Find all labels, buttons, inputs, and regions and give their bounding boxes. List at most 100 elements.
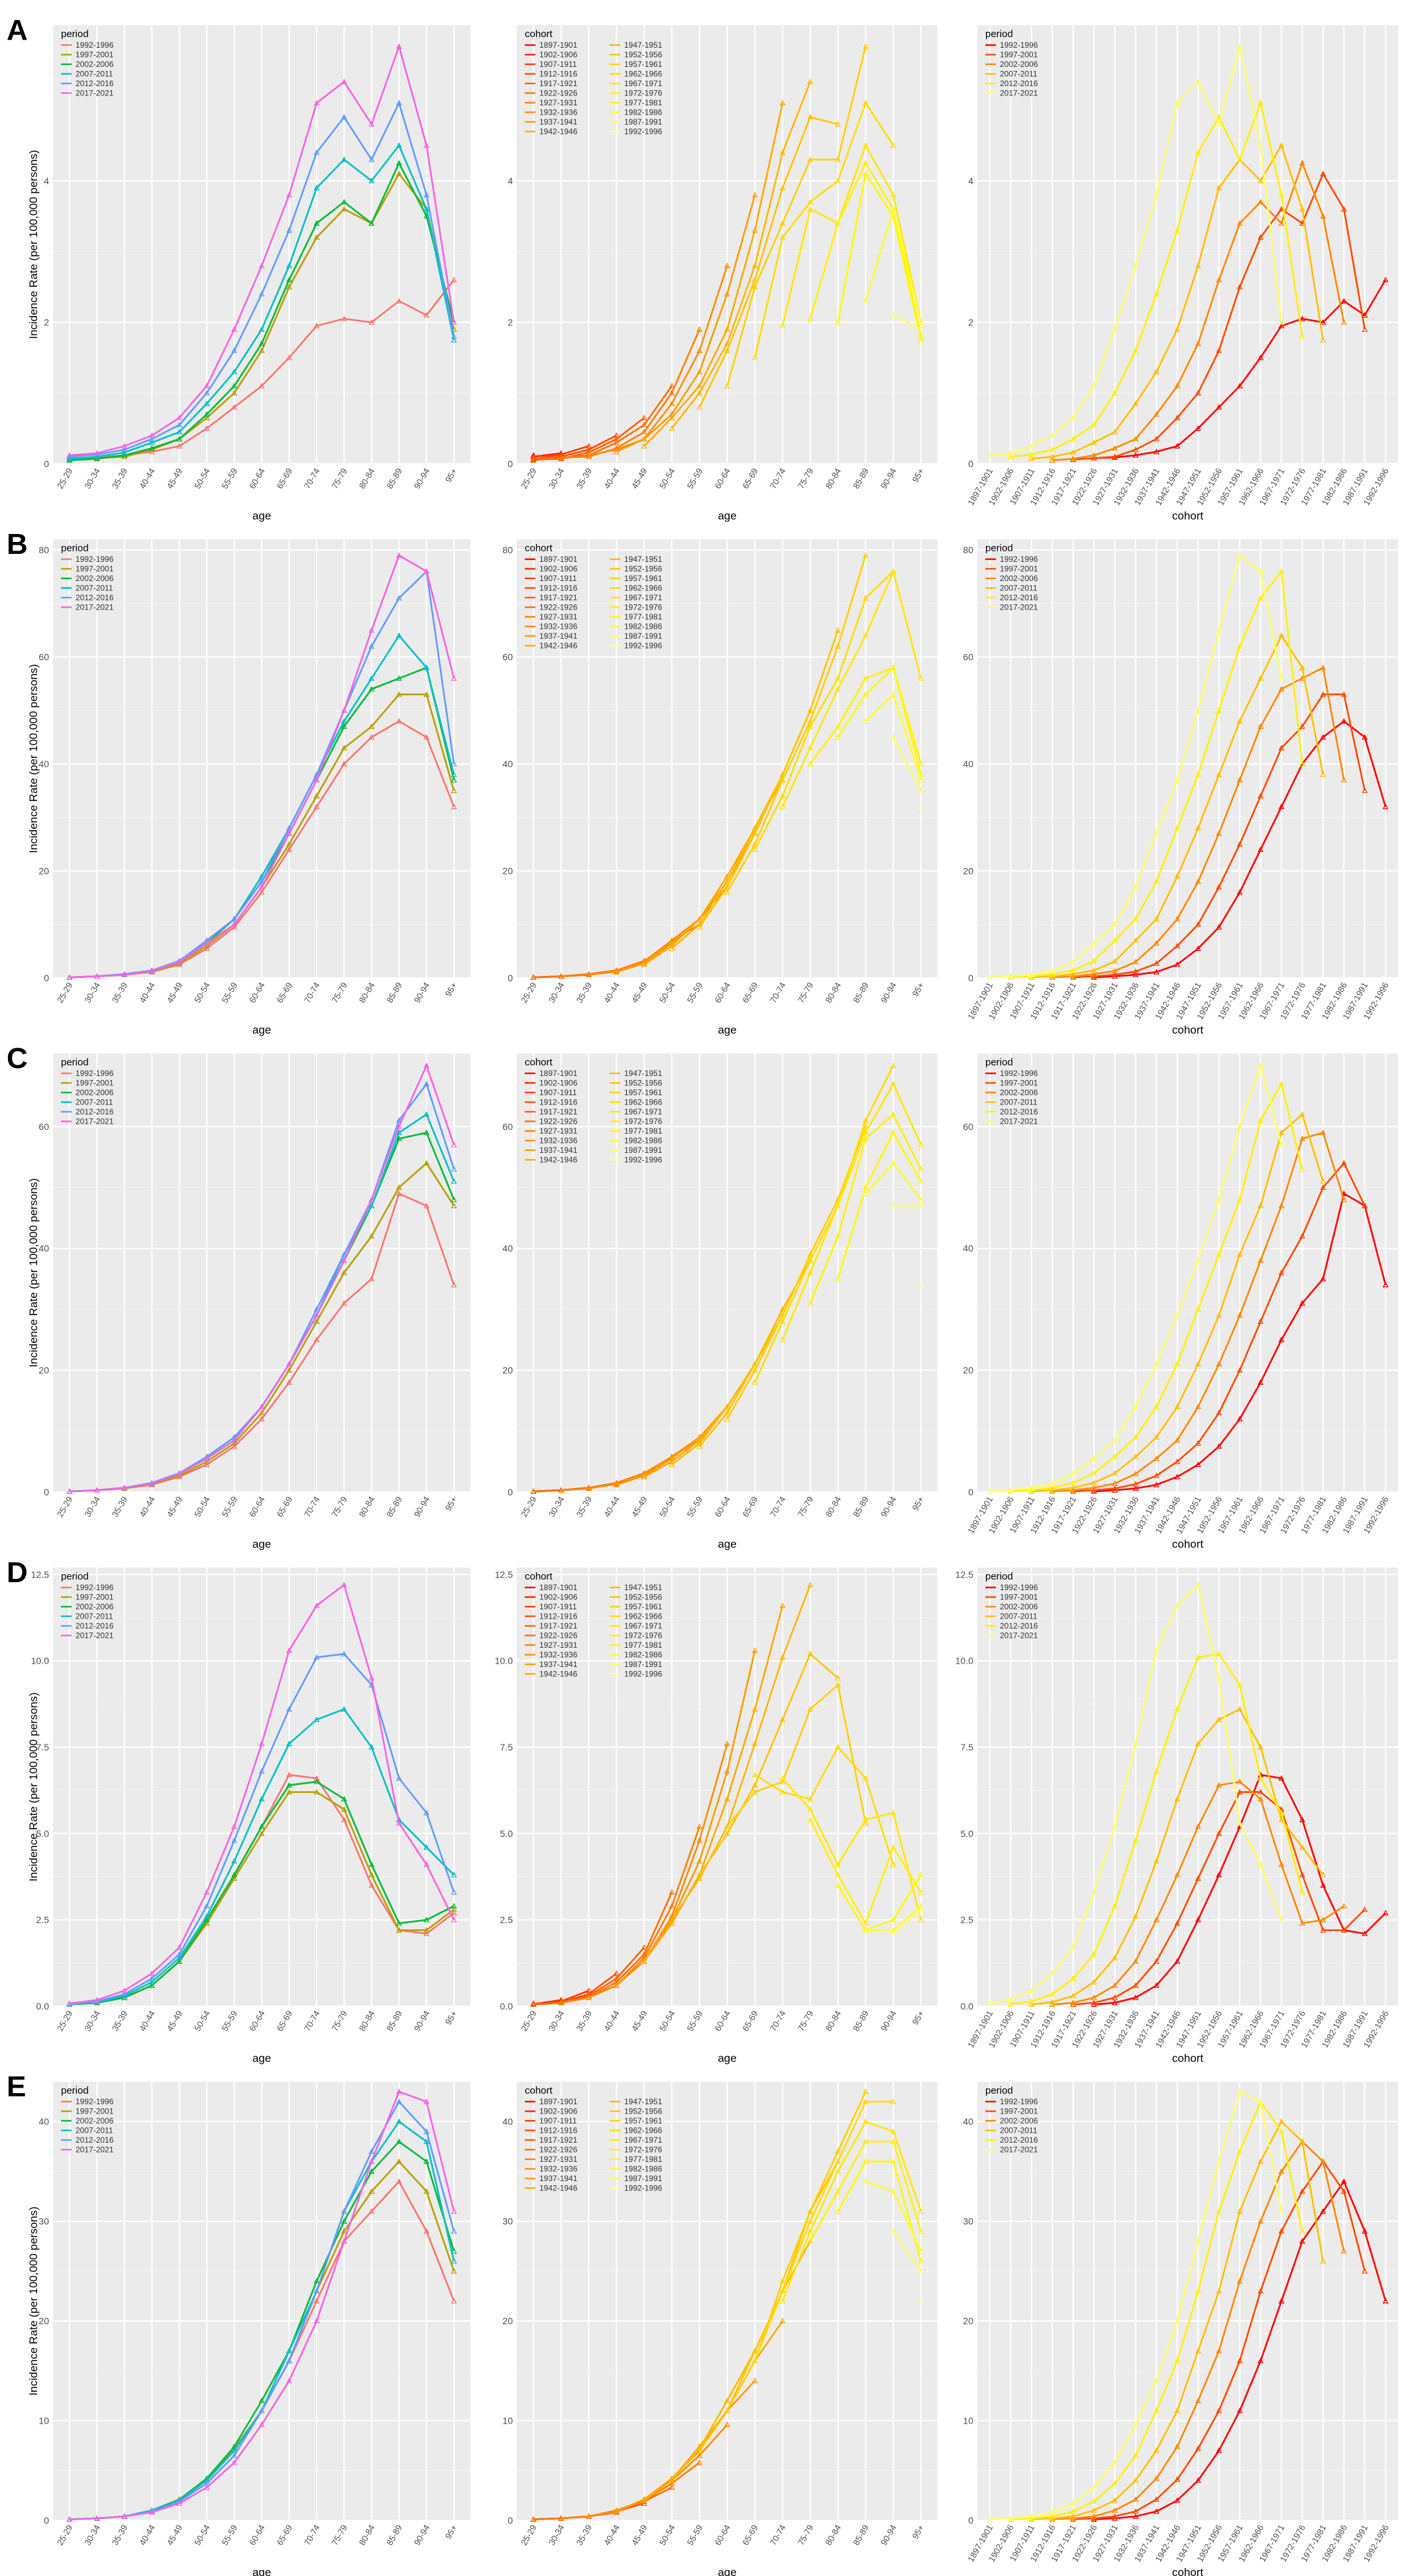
cohort-line-1977-1981 (837, 666, 922, 775)
data-point (890, 1916, 896, 1923)
cohort-line-1977-1981 (837, 1874, 922, 1931)
x-tick-label: 65-69 (274, 466, 294, 490)
data-point (451, 777, 457, 782)
legend-title: period (61, 1571, 89, 1582)
data-point (148, 1982, 155, 1988)
cohort-line-1977-1981 (837, 171, 922, 341)
data-point (1195, 2397, 1201, 2404)
data-point (1216, 1675, 1222, 1681)
data-point (1299, 664, 1305, 671)
data-point (1174, 1474, 1181, 1479)
legend-label: 2012-2016 (1000, 593, 1038, 602)
y-tick-label: 10.0 (495, 1656, 513, 1666)
data-point (530, 2516, 537, 2522)
period-line-2002-2006 (1052, 1780, 1345, 2006)
data-point (1299, 761, 1305, 767)
data-point (835, 1203, 841, 1208)
data-point (1258, 2158, 1264, 2164)
data-point (1195, 1257, 1201, 1263)
data-point (286, 276, 292, 282)
data-point (451, 803, 457, 810)
period-line-2007-2011 (1031, 1112, 1325, 1493)
data-point (231, 390, 238, 396)
data-point (1236, 889, 1243, 895)
x-tick-label: 45-49 (629, 2523, 649, 2547)
data-point (1236, 1705, 1243, 1712)
data-point (121, 2513, 128, 2519)
data-point (1236, 2357, 1243, 2363)
data-point (807, 718, 814, 724)
data-point (862, 1117, 869, 1123)
data-point (396, 2158, 402, 2164)
data-point (669, 1916, 675, 1923)
cohort-line-1962-1966 (754, 1745, 895, 1865)
y-tick-label: 40 (38, 2116, 49, 2127)
chart-panel-D-3: 0.02.55.07.510.012.51897-19011902-190619… (955, 1568, 1398, 2065)
data-point (1299, 2237, 1305, 2244)
legend-label: 1932-1936 (539, 622, 578, 631)
x-tick-label: 35-39 (110, 2523, 130, 2547)
data-point (1320, 733, 1327, 740)
legend-label: 1977-1981 (624, 98, 663, 107)
data-point (1111, 390, 1118, 396)
data-point (286, 1741, 292, 1746)
data-point (396, 2098, 402, 2104)
data-point (1049, 432, 1056, 438)
data-point (1236, 2208, 1243, 2214)
legend-label: 1902-1906 (539, 2107, 578, 2116)
data-point (1299, 1233, 1305, 1239)
data-point (341, 199, 347, 205)
data-point (613, 1982, 620, 1988)
data-point (368, 2188, 375, 2194)
data-point (176, 1958, 183, 1964)
data-point (368, 627, 375, 633)
data-point (779, 2278, 786, 2284)
legend-title: period (61, 2085, 89, 2096)
y-tick-label: 60 (502, 652, 513, 663)
x-tick-label: 85-89 (851, 2523, 871, 2547)
data-point (1091, 957, 1097, 963)
data-point (1132, 2508, 1139, 2514)
period-line-2012-2016 (1010, 1081, 1303, 1493)
data-point (1174, 1602, 1181, 1608)
x-tick-label: 90-94 (412, 2523, 432, 2547)
cohort-line-1947-1951 (671, 81, 812, 429)
data-point (341, 1796, 347, 1801)
data-point (1216, 1196, 1222, 1203)
data-point (1132, 1913, 1139, 1919)
data-point (258, 1409, 265, 1416)
data-point (1007, 2001, 1014, 2007)
data-point (1278, 686, 1285, 692)
legend-label: 1927-1931 (539, 1126, 578, 1136)
legend-label: 1962-1966 (624, 1098, 663, 1107)
legend-label: 1947-1951 (624, 1069, 663, 1078)
legend-label: 1917-1921 (539, 1621, 578, 1631)
y-tick-label: 40 (502, 759, 513, 769)
legend-label: 1907-1911 (539, 1602, 577, 1611)
data-point (341, 1705, 347, 1712)
x-tick-label: 90-94 (412, 981, 432, 1004)
data-point (890, 1844, 896, 1850)
data-point (1091, 421, 1097, 427)
data-point (1070, 967, 1077, 973)
y-tick-label: 60 (502, 1121, 513, 1132)
data-point (1174, 1458, 1181, 1464)
data-point (1132, 968, 1139, 974)
data-point (1070, 1479, 1077, 1485)
data-point (1278, 2227, 1285, 2234)
y-tick-label: 7.5 (961, 1742, 974, 1752)
data-point (368, 121, 375, 127)
data-point (258, 2421, 265, 2428)
data-point (835, 1882, 841, 1888)
x-tick-label: 45-49 (165, 2523, 185, 2547)
x-tick-label: 50-54 (192, 466, 212, 490)
data-point (1195, 878, 1201, 885)
x-tick-label: 45-49 (165, 981, 185, 1004)
data-point (148, 1975, 155, 1981)
panel-label: D (7, 1556, 28, 1589)
data-point (368, 178, 375, 184)
x-tick-label: 95+ (443, 1495, 459, 1513)
x-tick-label: 95+ (910, 981, 926, 998)
data-point (1216, 2158, 1222, 2164)
data-point (918, 326, 924, 332)
